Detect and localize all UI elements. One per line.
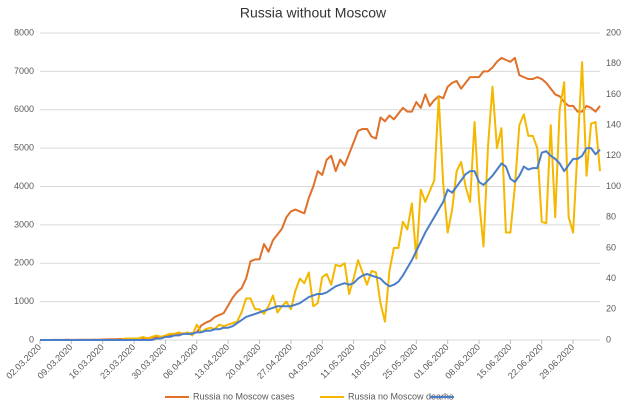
- series-line: [40, 61, 601, 341]
- y-tick-label: 6000: [14, 104, 34, 114]
- y2-tick-label: 60: [606, 242, 616, 252]
- y2-tick-label: 180: [606, 58, 621, 68]
- series-line: [40, 147, 601, 341]
- y2-tick-label: 80: [606, 212, 616, 222]
- legend-label: Russia no Moscow dearhs: [348, 391, 454, 401]
- series-line: [40, 56, 601, 341]
- y-tick-label: 1000: [14, 296, 34, 306]
- y2-tick-label: 20: [606, 304, 616, 314]
- legend-label: Russia no Moscow cases: [193, 391, 295, 401]
- y-tick-label: 3000: [14, 219, 34, 229]
- y2-tick-label: 0: [606, 334, 611, 344]
- chart-title: Russia without Moscow: [240, 5, 387, 21]
- y2-tick-label: 120: [606, 150, 621, 160]
- y2-tick-label: 200: [606, 27, 621, 37]
- y2-tick-label: 100: [606, 181, 621, 191]
- y-tick-label: 0: [29, 334, 34, 344]
- y-tick-label: 2000: [14, 258, 34, 268]
- y2-tick-label: 40: [606, 273, 616, 283]
- y-tick-label: 5000: [14, 143, 34, 153]
- y-tick-label: 4000: [14, 181, 34, 191]
- y2-tick-label: 160: [606, 89, 621, 99]
- y-tick-label: 7000: [14, 66, 34, 76]
- y-tick-label: 8000: [14, 27, 34, 37]
- y2-tick-label: 140: [606, 119, 621, 129]
